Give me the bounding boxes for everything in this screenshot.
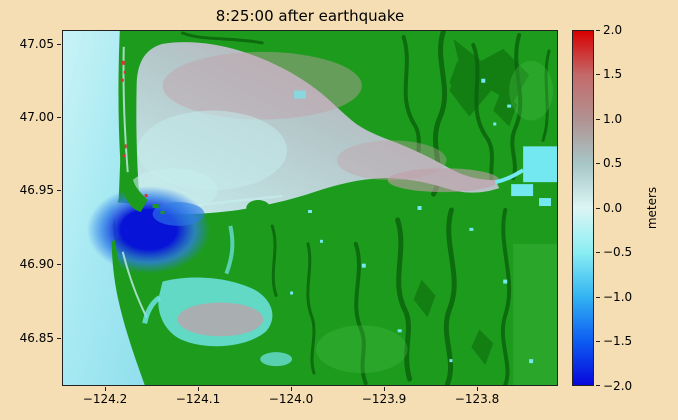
south-shore-peninsula xyxy=(246,200,271,216)
arm-outlet-channel xyxy=(494,168,525,185)
colorbar-tick-mark xyxy=(596,119,600,120)
y-tick-label: 47.05 xyxy=(19,37,54,51)
y-tick-label: 46.85 xyxy=(19,331,54,345)
terrain-ridges xyxy=(413,38,530,366)
colorbar-tick-mark xyxy=(596,163,600,164)
terrain-highlights xyxy=(315,60,557,385)
colorbar-tick-mark xyxy=(596,30,600,31)
spit-red-dots xyxy=(120,60,148,198)
south-spit-lagoon xyxy=(121,251,148,318)
colorbar-tick-mark xyxy=(596,385,600,386)
x-tick-label: −123.8 xyxy=(454,392,500,406)
harbor-cyan-notch xyxy=(294,90,307,99)
colorbar-tick-mark xyxy=(596,297,600,298)
y-tick-mark xyxy=(57,338,61,339)
x-tick-mark xyxy=(198,387,199,391)
south-spit xyxy=(111,239,157,385)
y-tick-mark xyxy=(57,117,61,118)
south-estuary-pink xyxy=(177,302,264,337)
wetland-channel-harbor xyxy=(224,225,235,275)
colorbar-tick-label: 1.0 xyxy=(603,112,623,126)
colorbar-tick-mark xyxy=(596,74,600,75)
x-tick-label: −124.2 xyxy=(82,392,128,406)
colorbar-tick-mark xyxy=(596,252,600,253)
x-tick-mark xyxy=(105,387,106,391)
colorbar-units-label: meters xyxy=(645,186,659,230)
y-tick-mark xyxy=(57,44,61,45)
colorbar-tick-label: 1.5 xyxy=(603,67,623,81)
colorbar-gradient xyxy=(573,31,593,385)
north-spit xyxy=(118,31,148,212)
y-tick-mark xyxy=(57,190,61,191)
x-tick-mark xyxy=(291,387,292,391)
colorbar-tick-label: −1.5 xyxy=(603,334,633,348)
land-lakes xyxy=(290,78,534,364)
colorbar-tick-label: −0.5 xyxy=(603,245,633,259)
harbor-pink-arm xyxy=(387,168,500,193)
colorbar-tick-label: −1.0 xyxy=(603,290,633,304)
south-pond xyxy=(260,352,293,367)
colorbar-tick-label: −2.0 xyxy=(603,379,633,393)
drawdown-arm xyxy=(152,202,205,226)
harbor-pink-north xyxy=(162,51,362,120)
x-tick-mark xyxy=(384,387,385,391)
x-tick-label: −124.0 xyxy=(268,392,314,406)
y-tick-mark xyxy=(57,264,61,265)
y-tick-label: 46.95 xyxy=(19,183,54,197)
colorbar-tick-mark xyxy=(596,208,600,209)
colorbar-tick-label: 2.0 xyxy=(603,23,623,37)
inlet-islets xyxy=(152,204,165,214)
colorbar xyxy=(572,30,594,386)
colorbar-tick-label: 0.0 xyxy=(603,201,623,215)
y-tick-label: 46.90 xyxy=(19,257,54,271)
plot-title: 8:25:00 after earthquake xyxy=(215,7,405,25)
x-tick-label: −123.9 xyxy=(361,392,407,406)
tsunami-map xyxy=(63,31,557,385)
colorbar-tick-mark xyxy=(596,341,600,342)
y-tick-label: 47.00 xyxy=(19,110,54,124)
x-tick-mark xyxy=(477,387,478,391)
map-plot-area xyxy=(62,30,558,386)
right-edge-water xyxy=(511,146,557,207)
colorbar-tick-label: 0.5 xyxy=(603,156,623,170)
x-tick-label: −124.1 xyxy=(175,392,221,406)
wetland-channel-ocean xyxy=(142,295,162,324)
